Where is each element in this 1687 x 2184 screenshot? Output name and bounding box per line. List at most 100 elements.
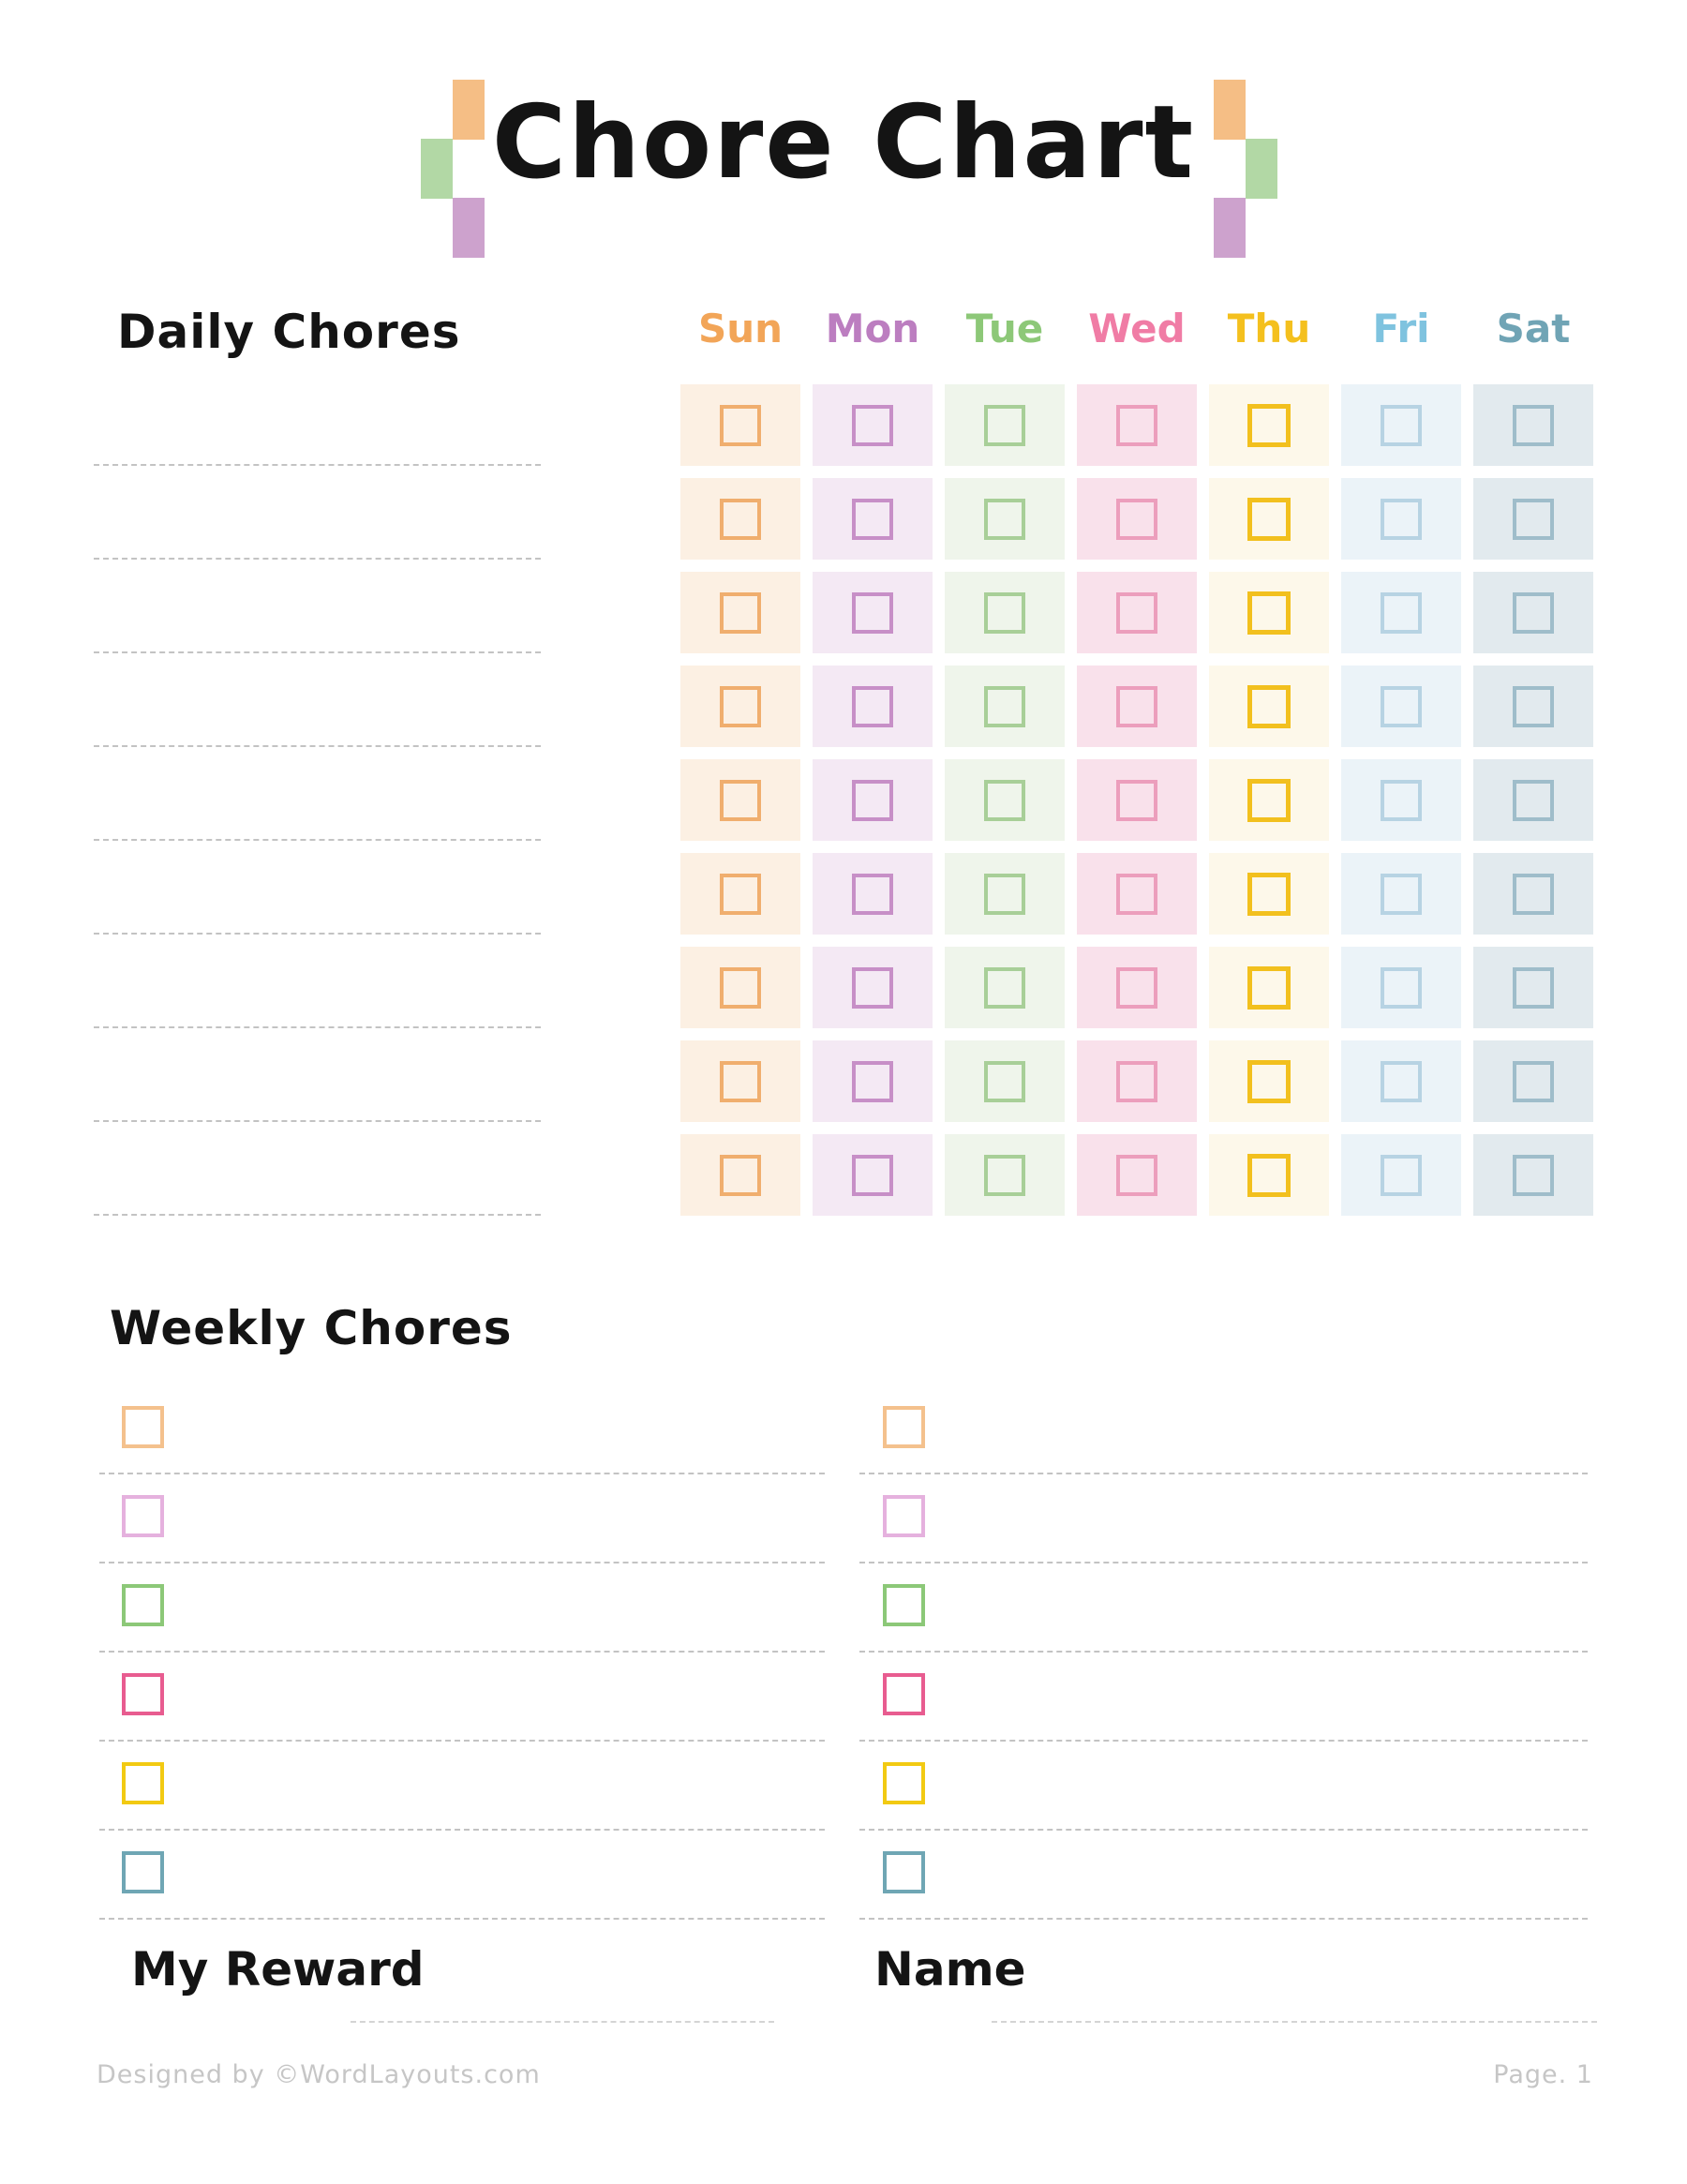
daily-checkbox-sun-row9[interactable]	[720, 1154, 761, 1196]
daily-checkbox-fri-row8[interactable]	[1381, 1060, 1422, 1102]
daily-checkbox-tue-row5[interactable]	[984, 779, 1025, 821]
daily-checkbox-wed-row9[interactable]	[1116, 1154, 1157, 1196]
daily-checkbox-tue-row3[interactable]	[984, 591, 1025, 634]
daily-checkbox-sat-row6[interactable]	[1513, 873, 1554, 915]
daily-checkbox-sun-row1[interactable]	[720, 404, 761, 446]
daily-checkbox-wed-row6[interactable]	[1116, 873, 1157, 915]
weekly-checkbox-right-1[interactable]	[883, 1406, 925, 1448]
daily-checkbox-wed-row4[interactable]	[1116, 685, 1157, 727]
daily-checkbox-sun-row3[interactable]	[720, 591, 761, 634]
daily-chore-line-5[interactable]	[94, 839, 541, 841]
daily-checkbox-thu-row1[interactable]	[1247, 403, 1291, 447]
weekly-checkbox-left-2[interactable]	[122, 1495, 164, 1537]
weekly-chore-item-left-3[interactable]	[99, 1563, 825, 1653]
weekly-checkbox-right-3[interactable]	[883, 1584, 925, 1626]
daily-checkbox-sat-row4[interactable]	[1513, 685, 1554, 727]
daily-checkbox-wed-row5[interactable]	[1116, 779, 1157, 821]
weekly-chore-item-left-6[interactable]	[99, 1831, 825, 1920]
weekly-checkbox-left-4[interactable]	[122, 1673, 164, 1715]
daily-chore-line-7[interactable]	[94, 1026, 541, 1028]
daily-checkbox-wed-row3[interactable]	[1116, 591, 1157, 634]
daily-checkbox-sat-row5[interactable]	[1513, 779, 1554, 821]
daily-chore-line-6[interactable]	[94, 933, 541, 935]
weekly-chore-item-right-1[interactable]	[859, 1385, 1588, 1474]
daily-checkbox-wed-row8[interactable]	[1116, 1060, 1157, 1102]
daily-checkbox-sun-row8[interactable]	[720, 1060, 761, 1102]
daily-checkbox-fri-row1[interactable]	[1381, 404, 1422, 446]
weekly-chore-item-left-5[interactable]	[99, 1742, 825, 1831]
daily-checkbox-mon-row4[interactable]	[852, 685, 893, 727]
daily-checkbox-mon-row9[interactable]	[852, 1154, 893, 1196]
daily-cell-wed-row2	[1077, 478, 1197, 560]
daily-checkbox-mon-row1[interactable]	[852, 404, 893, 446]
weekly-chore-item-right-3[interactable]	[859, 1563, 1588, 1653]
weekly-chore-item-left-4[interactable]	[99, 1653, 825, 1742]
weekly-chore-item-right-2[interactable]	[859, 1474, 1588, 1563]
weekly-checkbox-right-5[interactable]	[883, 1762, 925, 1804]
daily-checkbox-fri-row9[interactable]	[1381, 1154, 1422, 1196]
weekly-chore-item-left-1[interactable]	[99, 1385, 825, 1474]
daily-checkbox-fri-row6[interactable]	[1381, 873, 1422, 915]
weekly-chore-item-right-5[interactable]	[859, 1742, 1588, 1831]
daily-checkbox-mon-row3[interactable]	[852, 591, 893, 634]
daily-checkbox-thu-row9[interactable]	[1247, 1153, 1291, 1197]
weekly-checkbox-left-3[interactable]	[122, 1584, 164, 1626]
daily-checkbox-mon-row7[interactable]	[852, 966, 893, 1009]
daily-checkbox-tue-row4[interactable]	[984, 685, 1025, 727]
weekly-checkbox-left-5[interactable]	[122, 1762, 164, 1804]
daily-checkbox-thu-row3[interactable]	[1247, 591, 1291, 635]
daily-checkbox-mon-row8[interactable]	[852, 1060, 893, 1102]
daily-checkbox-fri-row3[interactable]	[1381, 591, 1422, 634]
weekly-checkbox-right-4[interactable]	[883, 1673, 925, 1715]
weekly-checkbox-right-6[interactable]	[883, 1851, 925, 1893]
daily-checkbox-sat-row2[interactable]	[1513, 498, 1554, 540]
daily-checkbox-tue-row8[interactable]	[984, 1060, 1025, 1102]
daily-checkbox-sun-row4[interactable]	[720, 685, 761, 727]
daily-checkbox-thu-row6[interactable]	[1247, 872, 1291, 916]
weekly-chore-item-right-6[interactable]	[859, 1831, 1588, 1920]
weekly-checkbox-right-2[interactable]	[883, 1495, 925, 1537]
daily-chore-line-9[interactable]	[94, 1214, 541, 1216]
daily-checkbox-sat-row1[interactable]	[1513, 404, 1554, 446]
daily-chore-line-1[interactable]	[94, 464, 541, 466]
daily-checkbox-mon-row6[interactable]	[852, 873, 893, 915]
my-reward-line[interactable]	[351, 2021, 774, 2023]
daily-checkbox-wed-row1[interactable]	[1116, 404, 1157, 446]
daily-chore-line-2[interactable]	[94, 558, 541, 560]
weekly-checkbox-left-6[interactable]	[122, 1851, 164, 1893]
daily-checkbox-thu-row5[interactable]	[1247, 778, 1291, 822]
daily-checkbox-mon-row5[interactable]	[852, 779, 893, 821]
daily-checkbox-sun-row6[interactable]	[720, 873, 761, 915]
daily-checkbox-thu-row4[interactable]	[1247, 684, 1291, 728]
daily-checkbox-mon-row2[interactable]	[852, 498, 893, 540]
daily-checkbox-fri-row5[interactable]	[1381, 779, 1422, 821]
daily-checkbox-fri-row4[interactable]	[1381, 685, 1422, 727]
daily-checkbox-sat-row7[interactable]	[1513, 966, 1554, 1009]
weekly-chore-item-left-2[interactable]	[99, 1474, 825, 1563]
daily-checkbox-wed-row7[interactable]	[1116, 966, 1157, 1009]
daily-checkbox-sat-row8[interactable]	[1513, 1060, 1554, 1102]
daily-checkbox-sat-row3[interactable]	[1513, 591, 1554, 634]
daily-checkbox-tue-row1[interactable]	[984, 404, 1025, 446]
daily-checkbox-sun-row5[interactable]	[720, 779, 761, 821]
daily-chore-line-3[interactable]	[94, 651, 541, 653]
daily-checkbox-thu-row8[interactable]	[1247, 1059, 1291, 1103]
daily-checkbox-fri-row2[interactable]	[1381, 498, 1422, 540]
name-line[interactable]	[992, 2021, 1597, 2023]
weekly-checkbox-left-1[interactable]	[122, 1406, 164, 1448]
daily-checkbox-sat-row9[interactable]	[1513, 1154, 1554, 1196]
daily-checkbox-tue-row7[interactable]	[984, 966, 1025, 1009]
daily-chore-line-4[interactable]	[94, 745, 541, 747]
daily-checkbox-fri-row7[interactable]	[1381, 966, 1422, 1009]
daily-checkbox-tue-row2[interactable]	[984, 498, 1025, 540]
daily-chore-line-8[interactable]	[94, 1120, 541, 1122]
daily-checkbox-tue-row6[interactable]	[984, 873, 1025, 915]
daily-checkbox-tue-row9[interactable]	[984, 1154, 1025, 1196]
daily-checkbox-thu-row7[interactable]	[1247, 965, 1291, 1010]
daily-checkbox-sun-row7[interactable]	[720, 966, 761, 1009]
daily-checkbox-wed-row2[interactable]	[1116, 498, 1157, 540]
weekly-chore-item-right-4[interactable]	[859, 1653, 1588, 1742]
daily-cell-sat-row1	[1473, 384, 1593, 466]
daily-checkbox-thu-row2[interactable]	[1247, 497, 1291, 541]
daily-checkbox-sun-row2[interactable]	[720, 498, 761, 540]
